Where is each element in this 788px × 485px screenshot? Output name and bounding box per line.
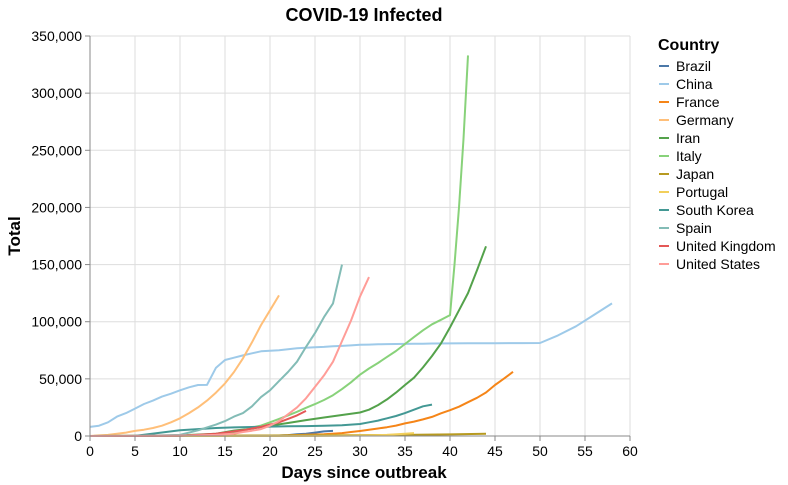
x-tick-label: 35	[397, 443, 413, 459]
x-tick-label: 40	[442, 443, 458, 459]
y-tick-label: 150,000	[31, 257, 82, 273]
x-tick-label: 5	[131, 443, 139, 459]
legend-label-united-states: United States	[676, 256, 760, 272]
x-tick-label: 50	[532, 443, 548, 459]
x-tick-label: 20	[262, 443, 278, 459]
legend-label-italy: Italy	[676, 148, 702, 164]
x-tick-label: 60	[622, 443, 638, 459]
x-axis-title: Days since outbreak	[281, 463, 447, 482]
legend-label-china: China	[676, 76, 713, 92]
series-line-iran	[89, 245, 487, 437]
x-tick-label: 15	[217, 443, 233, 459]
x-tick-label: 45	[487, 443, 503, 459]
x-tick-label: 55	[577, 443, 593, 459]
legend-label-france: France	[676, 94, 720, 110]
legend-label-south-korea: South Korea	[676, 202, 754, 218]
y-tick-label: 200,000	[31, 199, 82, 215]
series-line-germany	[89, 294, 280, 437]
x-tick-label: 25	[307, 443, 323, 459]
y-tick-label: 50,000	[39, 371, 82, 387]
y-tick-label: 100,000	[31, 314, 82, 330]
legend-label-brazil: Brazil	[676, 58, 711, 74]
legend: Country Brazil China France Germany Iran Ital…	[658, 37, 776, 272]
y-tick-label: 0	[74, 428, 82, 444]
y-tick-label: 250,000	[31, 142, 82, 158]
series-line-spain	[90, 264, 343, 437]
legend-label-spain: Spain	[676, 220, 712, 236]
legend-label-iran: Iran	[676, 130, 700, 146]
y-axis-title: Total	[5, 216, 24, 255]
chart-title: COVID-19 Infected	[285, 5, 442, 25]
legend-label-japan: Japan	[676, 166, 714, 182]
x-tick-label: 30	[352, 443, 368, 459]
axes	[85, 35, 631, 441]
legend-label-united-kingdom: United Kingdom	[676, 238, 776, 254]
series-line-south-korea	[89, 403, 433, 437]
legend-title: Country	[658, 37, 719, 54]
x-tick-label: 10	[172, 443, 188, 459]
series-line-china	[89, 302, 613, 428]
y-tick-label: 350,000	[31, 28, 82, 44]
legend-label-portugal: Portugal	[676, 184, 728, 200]
legend-label-germany: Germany	[676, 112, 734, 128]
tick-labels: 0 5 10 15 20 25 30 35 40 45 50 55 60 0 50,000 100,000 15…	[31, 28, 638, 459]
series-line-united-states	[89, 276, 370, 437]
y-tick-label: 300,000	[31, 85, 82, 101]
x-tick-label: 0	[86, 443, 94, 459]
